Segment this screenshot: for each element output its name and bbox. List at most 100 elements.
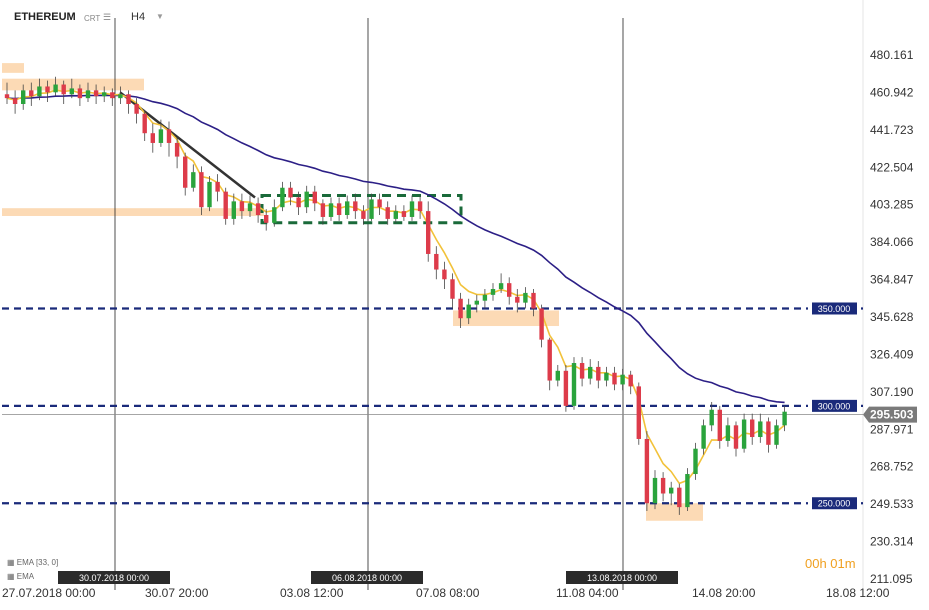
candle-body[interactable] [361, 211, 366, 219]
candle-body[interactable] [118, 94, 123, 99]
symbol-label[interactable]: ETHEREUM [14, 11, 76, 23]
candle-body[interactable] [191, 172, 196, 188]
chart-type-icon[interactable]: ☰ [103, 12, 112, 22]
candle-body[interactable] [741, 419, 747, 449]
candle-body[interactable] [612, 372, 617, 385]
candle-body[interactable] [183, 156, 188, 188]
candle-body[interactable] [636, 386, 641, 439]
legend-ema-1[interactable]: ▦ EMA [33, 0] [7, 558, 58, 567]
candle-body[interactable] [523, 292, 528, 303]
candle-body[interactable] [239, 201, 245, 212]
candle-body[interactable] [507, 283, 512, 297]
candle-body[interactable] [579, 363, 585, 379]
candle-body[interactable] [345, 201, 350, 216]
candle-body[interactable] [644, 438, 650, 504]
candle-body[interactable] [255, 203, 261, 216]
candle-body[interactable] [21, 90, 26, 105]
candle-body[interactable] [426, 211, 431, 254]
legend-settings-icon[interactable]: ▦ [7, 572, 15, 581]
timeframe-label[interactable]: H4 [131, 11, 146, 23]
candle-body[interactable] [725, 425, 731, 441]
candle-body[interactable] [401, 211, 407, 217]
candle-body[interactable] [166, 129, 172, 143]
candle-body[interactable] [531, 292, 536, 309]
candle-body[interactable] [272, 207, 277, 223]
candle-body[interactable] [482, 294, 488, 301]
candle-body[interactable] [37, 86, 42, 97]
candle-body[interactable] [547, 339, 552, 381]
candle-body[interactable] [555, 370, 560, 381]
candle-body[interactable] [264, 215, 269, 223]
candle-body[interactable] [102, 92, 107, 97]
candle-body[interactable] [474, 300, 479, 305]
candle-body[interactable] [466, 304, 471, 319]
candle-body[interactable] [409, 201, 415, 217]
candle-body[interactable] [774, 425, 779, 445]
candle-body[interactable] [29, 90, 34, 97]
candle-body[interactable] [223, 191, 228, 219]
chevron-down-icon[interactable]: ▼ [156, 12, 164, 21]
candle-body[interactable] [304, 191, 309, 208]
candle-body[interactable] [377, 199, 382, 208]
candle-body[interactable] [142, 113, 147, 134]
candle-body[interactable] [158, 129, 164, 143]
candle-body[interactable] [669, 487, 674, 494]
candle-body[interactable] [563, 370, 569, 406]
candle-body[interactable] [45, 86, 50, 93]
candle-body[interactable] [717, 409, 722, 441]
candle-body[interactable] [588, 366, 593, 379]
candle-body[interactable] [709, 409, 714, 426]
candle-body[interactable] [701, 425, 706, 449]
candle-body[interactable] [758, 421, 763, 438]
candle-body[interactable] [174, 142, 180, 157]
candle-body[interactable] [320, 203, 326, 217]
candle-body[interactable] [12, 98, 18, 105]
candle-body[interactable] [231, 201, 236, 219]
candle-body[interactable] [750, 419, 755, 438]
legend-settings-icon[interactable]: ▦ [7, 558, 15, 567]
candle-body[interactable] [69, 88, 74, 95]
candle-body[interactable] [110, 92, 115, 99]
candle-body[interactable] [280, 187, 285, 208]
candle-body[interactable] [539, 308, 544, 340]
candle-body[interactable] [353, 201, 358, 212]
candle-body[interactable] [150, 133, 155, 143]
candle-body[interactable] [652, 477, 658, 504]
candle-body[interactable] [434, 253, 439, 270]
candle-body[interactable] [296, 197, 301, 208]
candle-body[interactable] [490, 289, 496, 295]
candle-body[interactable] [596, 366, 601, 381]
candle-body[interactable] [685, 474, 690, 508]
candle-body[interactable] [247, 203, 253, 212]
candle-body[interactable] [369, 199, 374, 219]
legend-ema-2[interactable]: ▦ EMA [7, 572, 34, 581]
candle-body[interactable] [207, 181, 212, 208]
candle-body[interactable] [93, 90, 99, 97]
candle-body[interactable] [571, 363, 577, 406]
candle-body[interactable] [77, 88, 83, 99]
candle-body[interactable] [417, 201, 423, 212]
ema-fast-line[interactable] [6, 89, 786, 485]
candle-body[interactable] [458, 298, 463, 319]
candle-body[interactable] [693, 448, 698, 475]
candle-body[interactable] [385, 207, 390, 219]
candle-body[interactable] [134, 104, 139, 114]
candle-body[interactable] [450, 279, 455, 299]
chart-type-label[interactable]: CRT [84, 14, 101, 23]
candle-body[interactable] [604, 372, 609, 381]
candle-body[interactable] [782, 411, 787, 426]
candle-body[interactable] [336, 203, 342, 216]
candle-body[interactable] [766, 421, 771, 445]
candle-body[interactable] [393, 211, 398, 219]
candle-body[interactable] [61, 84, 66, 95]
candle-body[interactable] [199, 172, 204, 208]
candle-body[interactable] [498, 283, 504, 290]
candle-body[interactable] [660, 477, 666, 494]
candle-body[interactable] [312, 191, 317, 204]
candle-body[interactable] [53, 84, 58, 93]
candle-body[interactable] [677, 487, 682, 508]
candle-body[interactable] [733, 425, 739, 449]
candle-body[interactable] [515, 296, 520, 303]
candle-body[interactable] [288, 187, 293, 198]
